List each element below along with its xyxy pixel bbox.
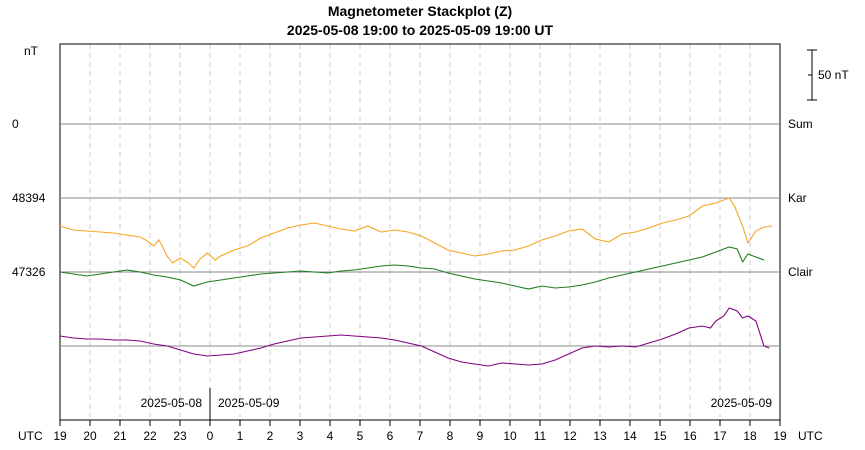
scale-bar-label: 50 nT [818,68,849,82]
series-line-clair [59,307,770,367]
x-tick-label-22: 17 [713,429,727,443]
x-tick-label-21: 16 [683,429,697,443]
x-tick-label-4: 23 [173,429,187,443]
x-tick-label-20: 15 [653,429,667,443]
y-unit-label: nT [24,44,39,58]
baseline-value-2: 47326 [12,265,46,279]
series-name-2: Clair [788,265,813,279]
x-tick-label-12: 7 [417,429,424,443]
x-unit-label-right: UTC [798,429,823,443]
x-tick-label-14: 9 [477,429,484,443]
series-name-1: Kar [788,191,807,205]
x-tick-label-24: 19 [773,429,787,443]
chart-subtitle: 2025-05-08 19:00 to 2025-05-09 19:00 UT [287,22,554,38]
x-tick-label-2: 21 [113,429,127,443]
x-tick-label-8: 3 [297,429,304,443]
baseline-value-0: 0 [12,117,19,131]
x-tick-label-10: 5 [357,429,364,443]
x-unit-label-left: UTC [18,429,43,443]
x-tick-label-18: 13 [593,429,607,443]
x-tick-label-23: 18 [743,429,757,443]
x-tick-label-0: 19 [53,429,67,443]
x-tick-label-7: 2 [267,429,274,443]
x-tick-label-16: 11 [534,429,547,443]
x-tick-label-19: 14 [623,429,637,443]
chart-title: Magnetometer Stackplot (Z) [328,3,512,19]
plot-frame [59,43,781,421]
series-line-kar [59,246,765,290]
date-label-end: 2025-05-09 [711,396,773,410]
x-tick-label-5: 0 [207,429,214,443]
x-tick-label-1: 20 [83,429,97,443]
x-tick-label-17: 12 [563,429,577,443]
x-tick-label-13: 8 [447,429,454,443]
x-tick-label-15: 10 [503,429,517,443]
x-tick-label-6: 1 [237,429,244,443]
date-label-start: 2025-05-08 [141,396,203,410]
x-tick-label-3: 22 [143,429,157,443]
plot-area: 19 20 21 22 23 0 1 2 3 4 5 6 7 8 9 10 11 12 13 14 15 16 17 18 19… [12,43,849,443]
series-name-0: Sum [788,117,813,131]
series-line-sum [59,197,773,269]
baseline-value-1: 48394 [12,191,46,205]
date-label-midnight: 2025-05-09 [218,396,280,410]
x-tick-label-9: 4 [327,429,334,443]
x-tick-label-11: 6 [387,429,394,443]
